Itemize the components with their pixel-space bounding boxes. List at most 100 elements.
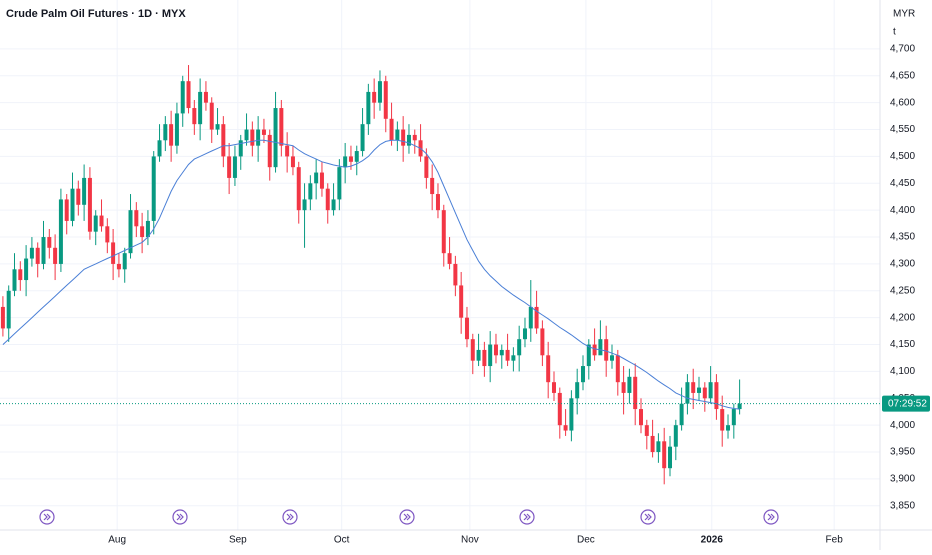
candle-body: [673, 425, 678, 447]
candle-body: [685, 382, 690, 404]
y-tick-label: 3,850: [890, 500, 915, 511]
candle-body: [250, 129, 255, 146]
candle-body: [169, 124, 174, 146]
candle-body: [174, 113, 179, 146]
candle-body: [639, 409, 644, 426]
candle-body: [522, 328, 527, 340]
x-tick-label: Oct: [334, 535, 350, 546]
candle-body: [203, 91, 208, 103]
candle-body: [267, 134, 272, 168]
event-icon[interactable]: [172, 509, 188, 525]
candle-body: [720, 409, 725, 431]
candle-body: [157, 140, 162, 157]
candle-body: [24, 258, 29, 281]
candle-body: [662, 441, 667, 469]
unit: t: [893, 27, 896, 38]
candle-body: [192, 108, 197, 125]
candle-body: [517, 339, 522, 356]
candle-body: [668, 446, 673, 469]
currency: MYR: [893, 9, 915, 20]
candle-body: [488, 344, 493, 367]
candle-body: [163, 124, 168, 141]
candle-body: [366, 91, 371, 125]
candle-body: [499, 349, 504, 356]
candle-body: [256, 129, 261, 146]
y-tick-label: 4,100: [890, 366, 915, 377]
candle-body: [406, 134, 411, 146]
candle-body: [702, 387, 707, 399]
candle-body: [290, 156, 295, 168]
candle-body: [691, 382, 696, 393]
y-tick-label: 3,950: [890, 447, 915, 458]
candle-body: [551, 382, 556, 393]
event-icon[interactable]: [519, 509, 535, 525]
candle-body: [435, 194, 440, 211]
candle-body: [337, 167, 342, 200]
candle-body: [35, 247, 40, 264]
candle-body: [447, 253, 452, 264]
candle-body: [650, 435, 655, 453]
candle-body: [244, 129, 249, 141]
candle-body: [87, 177, 92, 232]
candle-body: [592, 344, 597, 356]
countdown: 07:29:52: [888, 398, 927, 409]
candle-body: [6, 290, 11, 329]
event-icons: [39, 509, 779, 525]
price-tag: [882, 395, 930, 412]
event-icon[interactable]: [763, 509, 779, 525]
candle-body: [459, 285, 464, 318]
event-icon[interactable]: [640, 509, 656, 525]
grid: [0, 0, 880, 530]
candle-body: [395, 129, 400, 141]
candle-body: [493, 344, 498, 356]
candle-body: [708, 382, 713, 399]
candle-body: [348, 156, 353, 162]
candle-body: [325, 188, 330, 211]
candle-body: [76, 188, 81, 205]
x-tick-label: Sep: [229, 535, 247, 546]
candle-body: [134, 210, 139, 227]
candle-body: [476, 349, 481, 361]
candle-body: [464, 317, 469, 340]
event-icon[interactable]: [39, 509, 55, 525]
candle-body: [111, 242, 116, 264]
candle-body: [354, 151, 359, 162]
candle-body: [609, 355, 614, 361]
x-tick-label: Dec: [577, 535, 595, 546]
candle-body: [279, 108, 284, 146]
candle-body: [697, 387, 702, 393]
candle-body: [302, 199, 307, 211]
x-tick-label: Feb: [826, 535, 844, 546]
candle-body: [633, 376, 638, 410]
candle-body: [180, 81, 185, 114]
candle-body: [534, 306, 539, 329]
candle-body: [482, 349, 487, 367]
y-tick-label: 4,150: [890, 339, 915, 350]
candle-body: [343, 156, 348, 168]
y-tick-label: 4,500: [890, 151, 915, 162]
y-tick-label: 4,450: [890, 178, 915, 189]
candle-body: [47, 237, 52, 248]
candle-body: [575, 382, 580, 399]
candle-body: [569, 398, 574, 431]
y-tick-label: 4,350: [890, 232, 915, 243]
candle-body: [424, 156, 429, 178]
candle-body: [186, 81, 191, 109]
candle-body: [319, 172, 324, 189]
candle-body: [261, 129, 266, 135]
event-icon[interactable]: [399, 509, 415, 525]
x-tick-label: Nov: [461, 535, 479, 546]
event-icon[interactable]: [282, 509, 298, 525]
candle-body: [540, 328, 545, 356]
candle-body: [505, 349, 510, 361]
candle-body: [383, 81, 388, 119]
y-tick-label: 4,200: [890, 312, 915, 323]
candle-body: [70, 188, 75, 221]
candle-body: [82, 177, 87, 205]
candle-body: [627, 376, 632, 393]
candle-body: [604, 339, 609, 361]
candle-body: [412, 134, 417, 141]
candle-body: [314, 172, 319, 184]
candle-body: [377, 81, 382, 103]
candle-body: [273, 108, 278, 168]
